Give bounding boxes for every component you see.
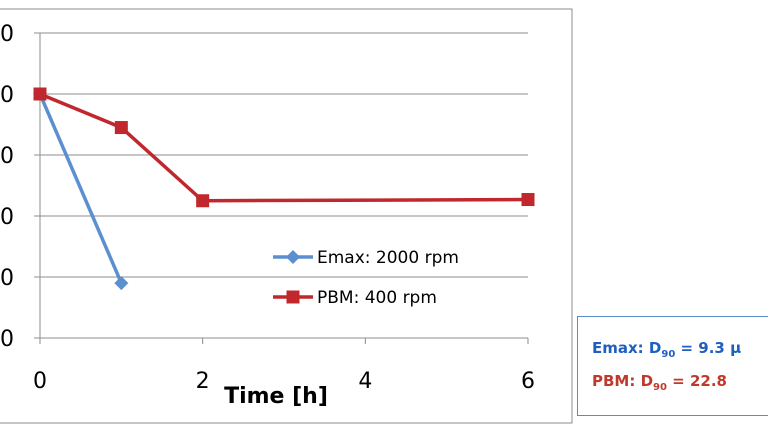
pbm-d90-value: = 22.8 (666, 372, 727, 390)
x-axis-label: Time [h] (224, 384, 328, 409)
legend-label-0: Emax: 2000 rpm (317, 248, 459, 268)
x-tick-label-1: 2 (196, 369, 210, 394)
pbm-d90-subscript: 90 (653, 382, 667, 393)
emax-d90-subscript: 90 (661, 349, 676, 360)
legend-marker-1 (286, 290, 300, 304)
series-0-point-1 (114, 276, 129, 291)
pbm-d90-line: PBM: D90 = 22.8 (592, 372, 727, 393)
series-1-point-2 (196, 194, 210, 208)
series-1-point-1 (114, 121, 128, 135)
y-tick-label-4: 0 (0, 83, 14, 108)
pbm-d90-prefix: PBM: D (592, 372, 654, 390)
legend-label-1: PBM: 400 rpm (317, 288, 437, 308)
x-tick-label-3: 6 (521, 369, 535, 394)
y-tick-label-2: 0 (0, 205, 14, 230)
x-tick-label-2: 4 (358, 369, 372, 394)
series-line-1 (39, 92, 529, 203)
emax-d90-line: Emax: D90 = 9.3 µ (592, 339, 741, 360)
y-tick-label-0: 0 (0, 327, 14, 352)
legend-marker-0 (286, 250, 300, 264)
series-1-point-3 (521, 193, 535, 207)
x-tick-label-0: 0 (33, 369, 47, 394)
plot-frame (0, 8, 573, 424)
emax-d90-prefix: Emax: D (592, 339, 662, 357)
series-1-point-0 (33, 87, 47, 101)
y-tick-label-3: 0 (0, 144, 14, 169)
emax-d90-value: = 9.3 µ (675, 339, 742, 357)
d90-info-box: Emax: D90 = 9.3 µ PBM: D90 = 22.8 (577, 316, 768, 416)
y-tick-label-5: 0 (0, 22, 14, 47)
y-tick-label-1: 0 (0, 266, 14, 291)
series-line-0 (38, 93, 123, 284)
